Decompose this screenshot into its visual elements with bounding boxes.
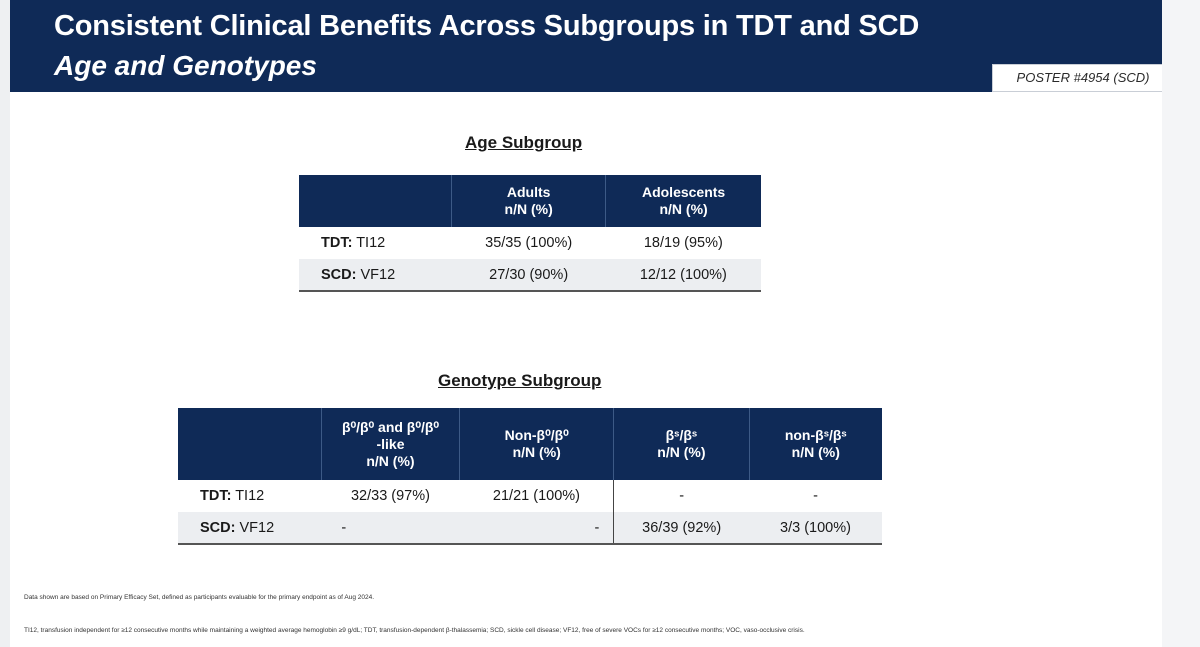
genotype-subgroup-table: β⁰/β⁰ and β⁰/β⁰ -like n/N (%) Non-β⁰/β⁰ … [178,408,882,545]
abbreviations-footnote: TI12, transfusion independent for ≥12 co… [24,627,805,634]
cell: 12/12 (100%) [605,259,761,292]
genotype-subgroup-heading: Genotype Subgroup [438,371,602,390]
title-banner: Consistent Clinical Benefits Across Subg… [10,0,1162,92]
cell: - [459,512,614,545]
table-row: TDT: TI12 35/35 (100%) 18/19 (95%) [299,227,761,259]
header-cell-blank [178,408,322,480]
cell: - [321,512,460,545]
row-label-scd: SCD: VF12 [178,512,322,545]
age-subgroup-table: Adults n/N (%) Adolescents n/N (%) TDT: … [299,175,761,292]
window-edge [1162,0,1200,647]
table-row: TDT: TI12 32/33 (97%) 21/21 (100%) - - [178,480,882,512]
row-label-tdt: TDT: TI12 [321,235,386,251]
table-header-row: Adults n/N (%) Adolescents n/N (%) [299,175,761,227]
cell: 3/3 (100%) [749,512,882,545]
cell: 36/39 (92%) [613,512,749,545]
age-subgroup-heading: Age Subgroup [465,133,583,152]
header-cell-non-b0-b0: Non-β⁰/β⁰ n/N (%) [459,408,614,480]
table-row: SCD: VF12 27/30 (90%) 12/12 (100%) [299,259,761,292]
header-cell-adults: Adults n/N (%) [451,175,606,227]
slide-subtitle: Age and Genotypes [54,50,317,81]
row-label-scd: SCD: VF12 [299,259,452,292]
row-label-tdt: TDT: TI12 [200,488,265,504]
header-cell-bs-bs: βˢ/βˢ n/N (%) [613,408,749,480]
table-row: SCD: VF12 - - 36/39 (92%) 3/3 (100%) [178,512,882,545]
header-cell-blank [299,175,452,227]
cell: 35/35 (100%) [485,235,573,251]
header-cell-non-bs-bs: non-βˢ/βˢ n/N (%) [748,408,882,480]
data-footnote: Data shown are based on Primary Efficacy… [24,594,375,601]
cell: 21/21 (100%) [492,488,580,504]
table-header-row: β⁰/β⁰ and β⁰/β⁰ -like n/N (%) Non-β⁰/β⁰ … [178,408,882,480]
slide-title: Consistent Clinical Benefits Across Subg… [54,10,920,42]
cell: - [613,480,749,512]
cell: 27/30 (90%) [451,259,606,292]
header-cell-b0-b0: β⁰/β⁰ and β⁰/β⁰ -like n/N (%) [320,408,460,480]
cell: 18/19 (95%) [643,235,723,251]
slide: Consistent Clinical Benefits Across Subg… [10,0,1174,647]
header-cell-adolescents: Adolescents n/N (%) [605,175,761,227]
cell: 32/33 (97%) [350,488,430,504]
cell: - [813,488,818,504]
poster-tag: POSTER #4954 (SCD) [992,64,1174,92]
